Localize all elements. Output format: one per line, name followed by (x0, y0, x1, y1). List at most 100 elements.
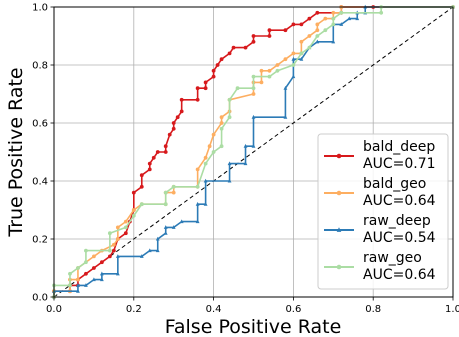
data-point-marker (68, 283, 72, 288)
chance-diagonal-line (53, 6, 454, 298)
data-point-marker (76, 277, 80, 282)
data-point-marker (291, 74, 296, 79)
data-point-marker (211, 68, 216, 73)
data-point-marker (219, 126, 224, 131)
data-point-marker (315, 22, 320, 27)
y-tick-label: 0.8 (32, 61, 48, 72)
data-point-marker (299, 39, 304, 44)
data-point-marker (195, 219, 200, 224)
data-point-marker (267, 34, 272, 38)
data-point-marker (99, 260, 104, 265)
data-point-marker (195, 97, 200, 102)
data-point-marker (231, 45, 236, 50)
data-point-marker (155, 248, 160, 253)
data-point-marker (267, 68, 272, 73)
series-raw-geo (52, 5, 455, 299)
data-point-marker (139, 254, 144, 258)
data-point-marker (339, 10, 344, 15)
data-point-marker (203, 178, 208, 183)
data-point-marker (151, 155, 156, 160)
data-point-marker (219, 57, 224, 62)
data-point-marker (147, 161, 152, 166)
data-point-marker (267, 74, 272, 79)
data-point-marker (215, 63, 220, 67)
data-point-marker (275, 68, 280, 73)
data-point-marker (251, 92, 256, 96)
data-point-marker (115, 271, 120, 276)
data-point-marker (331, 39, 336, 44)
data-point-marker (283, 85, 288, 90)
x-tick-label: 0.2 (126, 304, 142, 315)
data-point-marker (283, 57, 288, 62)
data-point-marker (331, 22, 336, 27)
y-axis-ticks: 0.0 0.2 0.4 0.6 0.8 1.0 (32, 3, 54, 304)
data-point-marker (179, 109, 184, 114)
data-point-marker (155, 150, 160, 154)
x-axis-ticks: 0.0 0.2 0.4 0.6 0.8 1.0 (46, 297, 459, 315)
data-point-marker (307, 45, 312, 50)
x-axis-label: False Positive Rate (165, 316, 342, 337)
data-point-marker (219, 115, 224, 120)
data-point-marker (379, 10, 384, 15)
data-point-marker (347, 16, 352, 21)
data-point-marker (131, 190, 136, 195)
data-point-marker (336, 264, 342, 270)
data-point-marker (283, 28, 288, 33)
legend-series-name: bald_deep (363, 139, 435, 155)
data-point-marker (195, 184, 200, 189)
y-tick-label: 1.0 (32, 3, 48, 14)
x-tick-label: 0.6 (285, 304, 301, 315)
data-point-marker (315, 10, 320, 15)
data-point-marker (211, 74, 216, 79)
data-point-marker (291, 51, 296, 56)
data-point-marker (291, 22, 296, 27)
data-point-marker (203, 201, 208, 206)
data-point-marker (331, 16, 336, 21)
data-point-marker (267, 28, 272, 33)
data-point-marker (323, 16, 328, 21)
legend-series-name: raw_deep (363, 213, 431, 229)
data-point-marker (299, 51, 304, 56)
data-point-marker (139, 184, 144, 189)
data-point-marker (307, 16, 312, 21)
data-point-marker (227, 115, 232, 120)
data-point-marker (163, 144, 168, 149)
data-point-marker (195, 86, 200, 91)
data-point-marker (147, 167, 152, 172)
data-point-marker (339, 22, 344, 26)
data-point-marker (92, 277, 96, 282)
data-point-marker (111, 248, 116, 253)
data-point-marker (243, 161, 248, 166)
data-point-marker (251, 114, 256, 119)
y-tick-label: 0.6 (32, 119, 48, 130)
data-point-marker (107, 254, 112, 259)
data-point-marker (227, 178, 232, 183)
data-point-marker (68, 271, 72, 276)
data-point-marker (139, 173, 144, 178)
data-point-marker (227, 97, 232, 102)
data-point-marker (207, 144, 212, 149)
data-point-marker (243, 143, 248, 148)
data-point-marker (203, 161, 208, 166)
data-point-marker (163, 225, 168, 229)
data-point-marker (323, 28, 328, 33)
data-point-marker (115, 254, 120, 258)
data-point-marker (203, 80, 208, 85)
data-point-marker (171, 121, 176, 125)
data-point-marker (251, 39, 256, 44)
series-layer (52, 4, 455, 299)
data-point-marker (171, 184, 176, 189)
data-point-marker (163, 230, 168, 235)
data-point-marker (336, 153, 342, 159)
legend-series-name: bald_geo (363, 176, 426, 192)
data-point-marker (211, 132, 216, 137)
data-point-marker (84, 283, 88, 287)
data-point-marker (167, 132, 172, 137)
data-point-marker (315, 39, 320, 44)
